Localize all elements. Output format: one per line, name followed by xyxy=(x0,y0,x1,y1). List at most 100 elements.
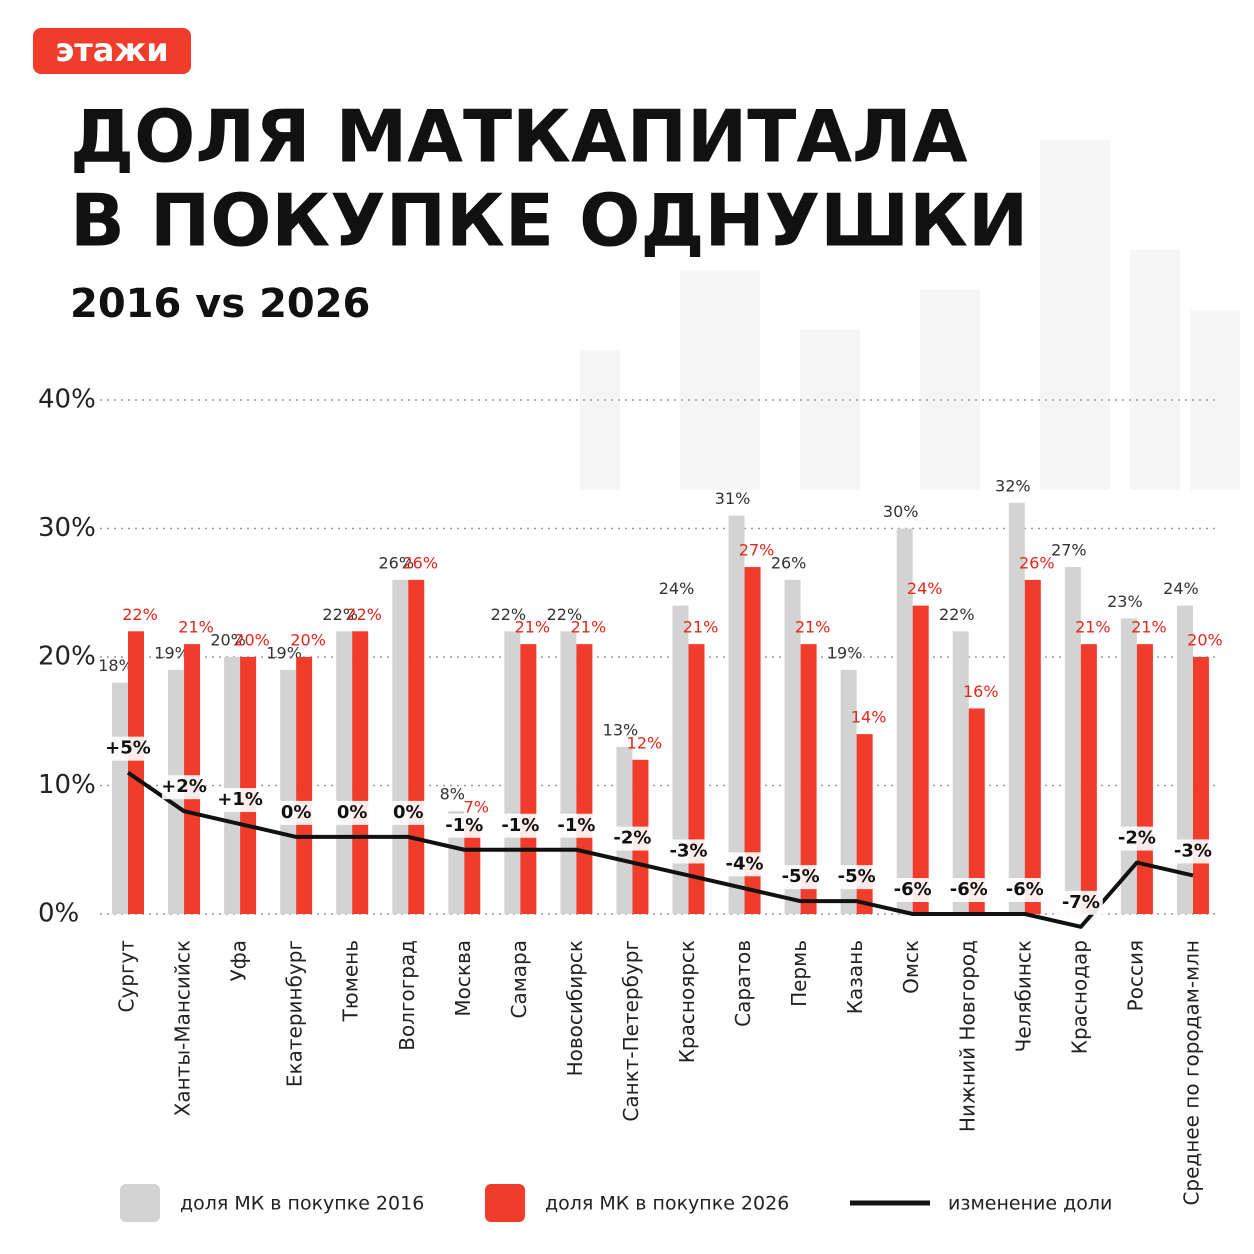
value-label: 18% xyxy=(98,656,134,675)
bar xyxy=(784,579,801,914)
value-label: 22% xyxy=(547,605,583,624)
value-label: 30% xyxy=(883,502,919,521)
bar xyxy=(576,644,593,914)
change-label-bg xyxy=(218,788,263,813)
bar xyxy=(1080,644,1097,914)
x-tick-label: Среднее по городам-млн xyxy=(1179,940,1203,1206)
legend-label: изменение доли xyxy=(948,1193,1112,1215)
change-label: -2% xyxy=(613,828,651,849)
value-label: 26% xyxy=(402,553,438,572)
x-tick-label: Россия xyxy=(1123,940,1147,1011)
value-label: 26% xyxy=(378,553,414,572)
value-label: 22% xyxy=(122,605,158,624)
chart-subtitle: 2016 vs 2026 xyxy=(70,281,370,327)
change-label-bg xyxy=(722,852,767,877)
value-label: 19% xyxy=(266,643,302,662)
x-tick-label: Красноярск xyxy=(675,940,699,1063)
change-label-bg xyxy=(330,800,375,825)
brand: этажи xyxy=(55,31,168,69)
x-tick-label: Саратов xyxy=(731,940,755,1027)
change-label: -5% xyxy=(782,866,820,887)
chart-title: ДОЛЯ МАТКАПИТАЛА xyxy=(70,95,968,179)
change-label-bg xyxy=(1002,878,1047,902)
value-label: 20% xyxy=(1187,631,1223,650)
bar xyxy=(968,708,985,914)
x-tick-label: Сургут xyxy=(115,940,139,1013)
x-tick-label: Самара xyxy=(507,940,531,1019)
brand-badge xyxy=(33,28,191,74)
value-label: 31% xyxy=(715,489,751,508)
bar xyxy=(688,644,705,914)
change-label-bg xyxy=(834,865,879,890)
change-label: 0% xyxy=(337,802,368,823)
bar xyxy=(1008,502,1025,914)
x-tick-label: Краснодар xyxy=(1067,940,1091,1054)
value-label: 21% xyxy=(178,618,214,637)
change-label-bg xyxy=(1114,826,1159,851)
bar xyxy=(352,631,369,914)
change-label: +5% xyxy=(105,738,151,759)
bar xyxy=(520,644,537,914)
change-label-bg xyxy=(946,878,991,902)
change-label: -5% xyxy=(838,866,876,887)
value-label: 13% xyxy=(603,720,639,739)
value-label: 16% xyxy=(963,682,999,701)
x-tick-label: Казань xyxy=(843,940,867,1014)
y-tick-label: 30% xyxy=(38,513,96,543)
value-label: 21% xyxy=(1075,618,1111,637)
value-label: 8% xyxy=(440,785,465,804)
legend-swatch xyxy=(485,1184,525,1222)
value-label: 21% xyxy=(795,618,831,637)
bar xyxy=(280,669,297,914)
value-label: 22% xyxy=(346,605,382,624)
bar xyxy=(392,579,409,914)
bar xyxy=(464,824,481,914)
change-label-bg xyxy=(890,878,935,902)
x-tick-label: Уфа xyxy=(227,940,251,982)
value-label: 26% xyxy=(1019,553,1055,572)
legend-label: доля МК в покупке 2016 xyxy=(180,1193,424,1215)
value-label: 24% xyxy=(659,579,695,598)
value-label: 21% xyxy=(515,618,551,637)
bar xyxy=(744,567,761,914)
x-tick-label: Волгоград xyxy=(395,940,419,1051)
x-tick-label: Нижний Новгород xyxy=(955,940,979,1132)
change-label-bg xyxy=(442,813,487,838)
value-label: 26% xyxy=(771,553,807,572)
value-label: 22% xyxy=(322,605,358,624)
change-label: -7% xyxy=(1062,892,1100,913)
x-tick-label: Москва xyxy=(451,940,475,1017)
y-tick-label: 40% xyxy=(38,385,96,415)
value-label: 27% xyxy=(1051,541,1087,560)
change-label-bg xyxy=(1170,839,1215,864)
y-tick-label: 0% xyxy=(38,899,79,929)
bar xyxy=(840,669,857,914)
change-label-bg xyxy=(274,800,319,825)
bar xyxy=(336,631,353,914)
value-label: 19% xyxy=(154,643,190,662)
value-label: 21% xyxy=(683,618,719,637)
bar xyxy=(1024,579,1041,914)
x-tick-label: Челябинск xyxy=(1011,940,1035,1052)
value-label: 22% xyxy=(491,605,527,624)
legend-label: доля МК в покупке 2026 xyxy=(545,1193,789,1215)
change-label: 0% xyxy=(281,802,312,823)
x-tick-label: Пермь xyxy=(787,940,811,1007)
change-label-bg xyxy=(386,800,431,825)
change-label: -6% xyxy=(950,879,988,900)
y-tick-label: 20% xyxy=(38,642,96,672)
bar xyxy=(112,682,128,914)
change-label-bg xyxy=(554,813,599,838)
change-label: -4% xyxy=(726,853,764,874)
x-tick-label: Новосибирск xyxy=(563,940,587,1076)
bar xyxy=(408,579,425,914)
value-label: 14% xyxy=(851,708,887,727)
bar xyxy=(800,644,817,914)
bar xyxy=(912,605,929,914)
bar xyxy=(1176,605,1193,914)
bar xyxy=(672,605,689,914)
chart-title: В ПОКУПКЕ ОДНУШКИ xyxy=(70,179,1028,263)
change-label-bg xyxy=(106,736,150,761)
value-label: 27% xyxy=(739,541,775,560)
